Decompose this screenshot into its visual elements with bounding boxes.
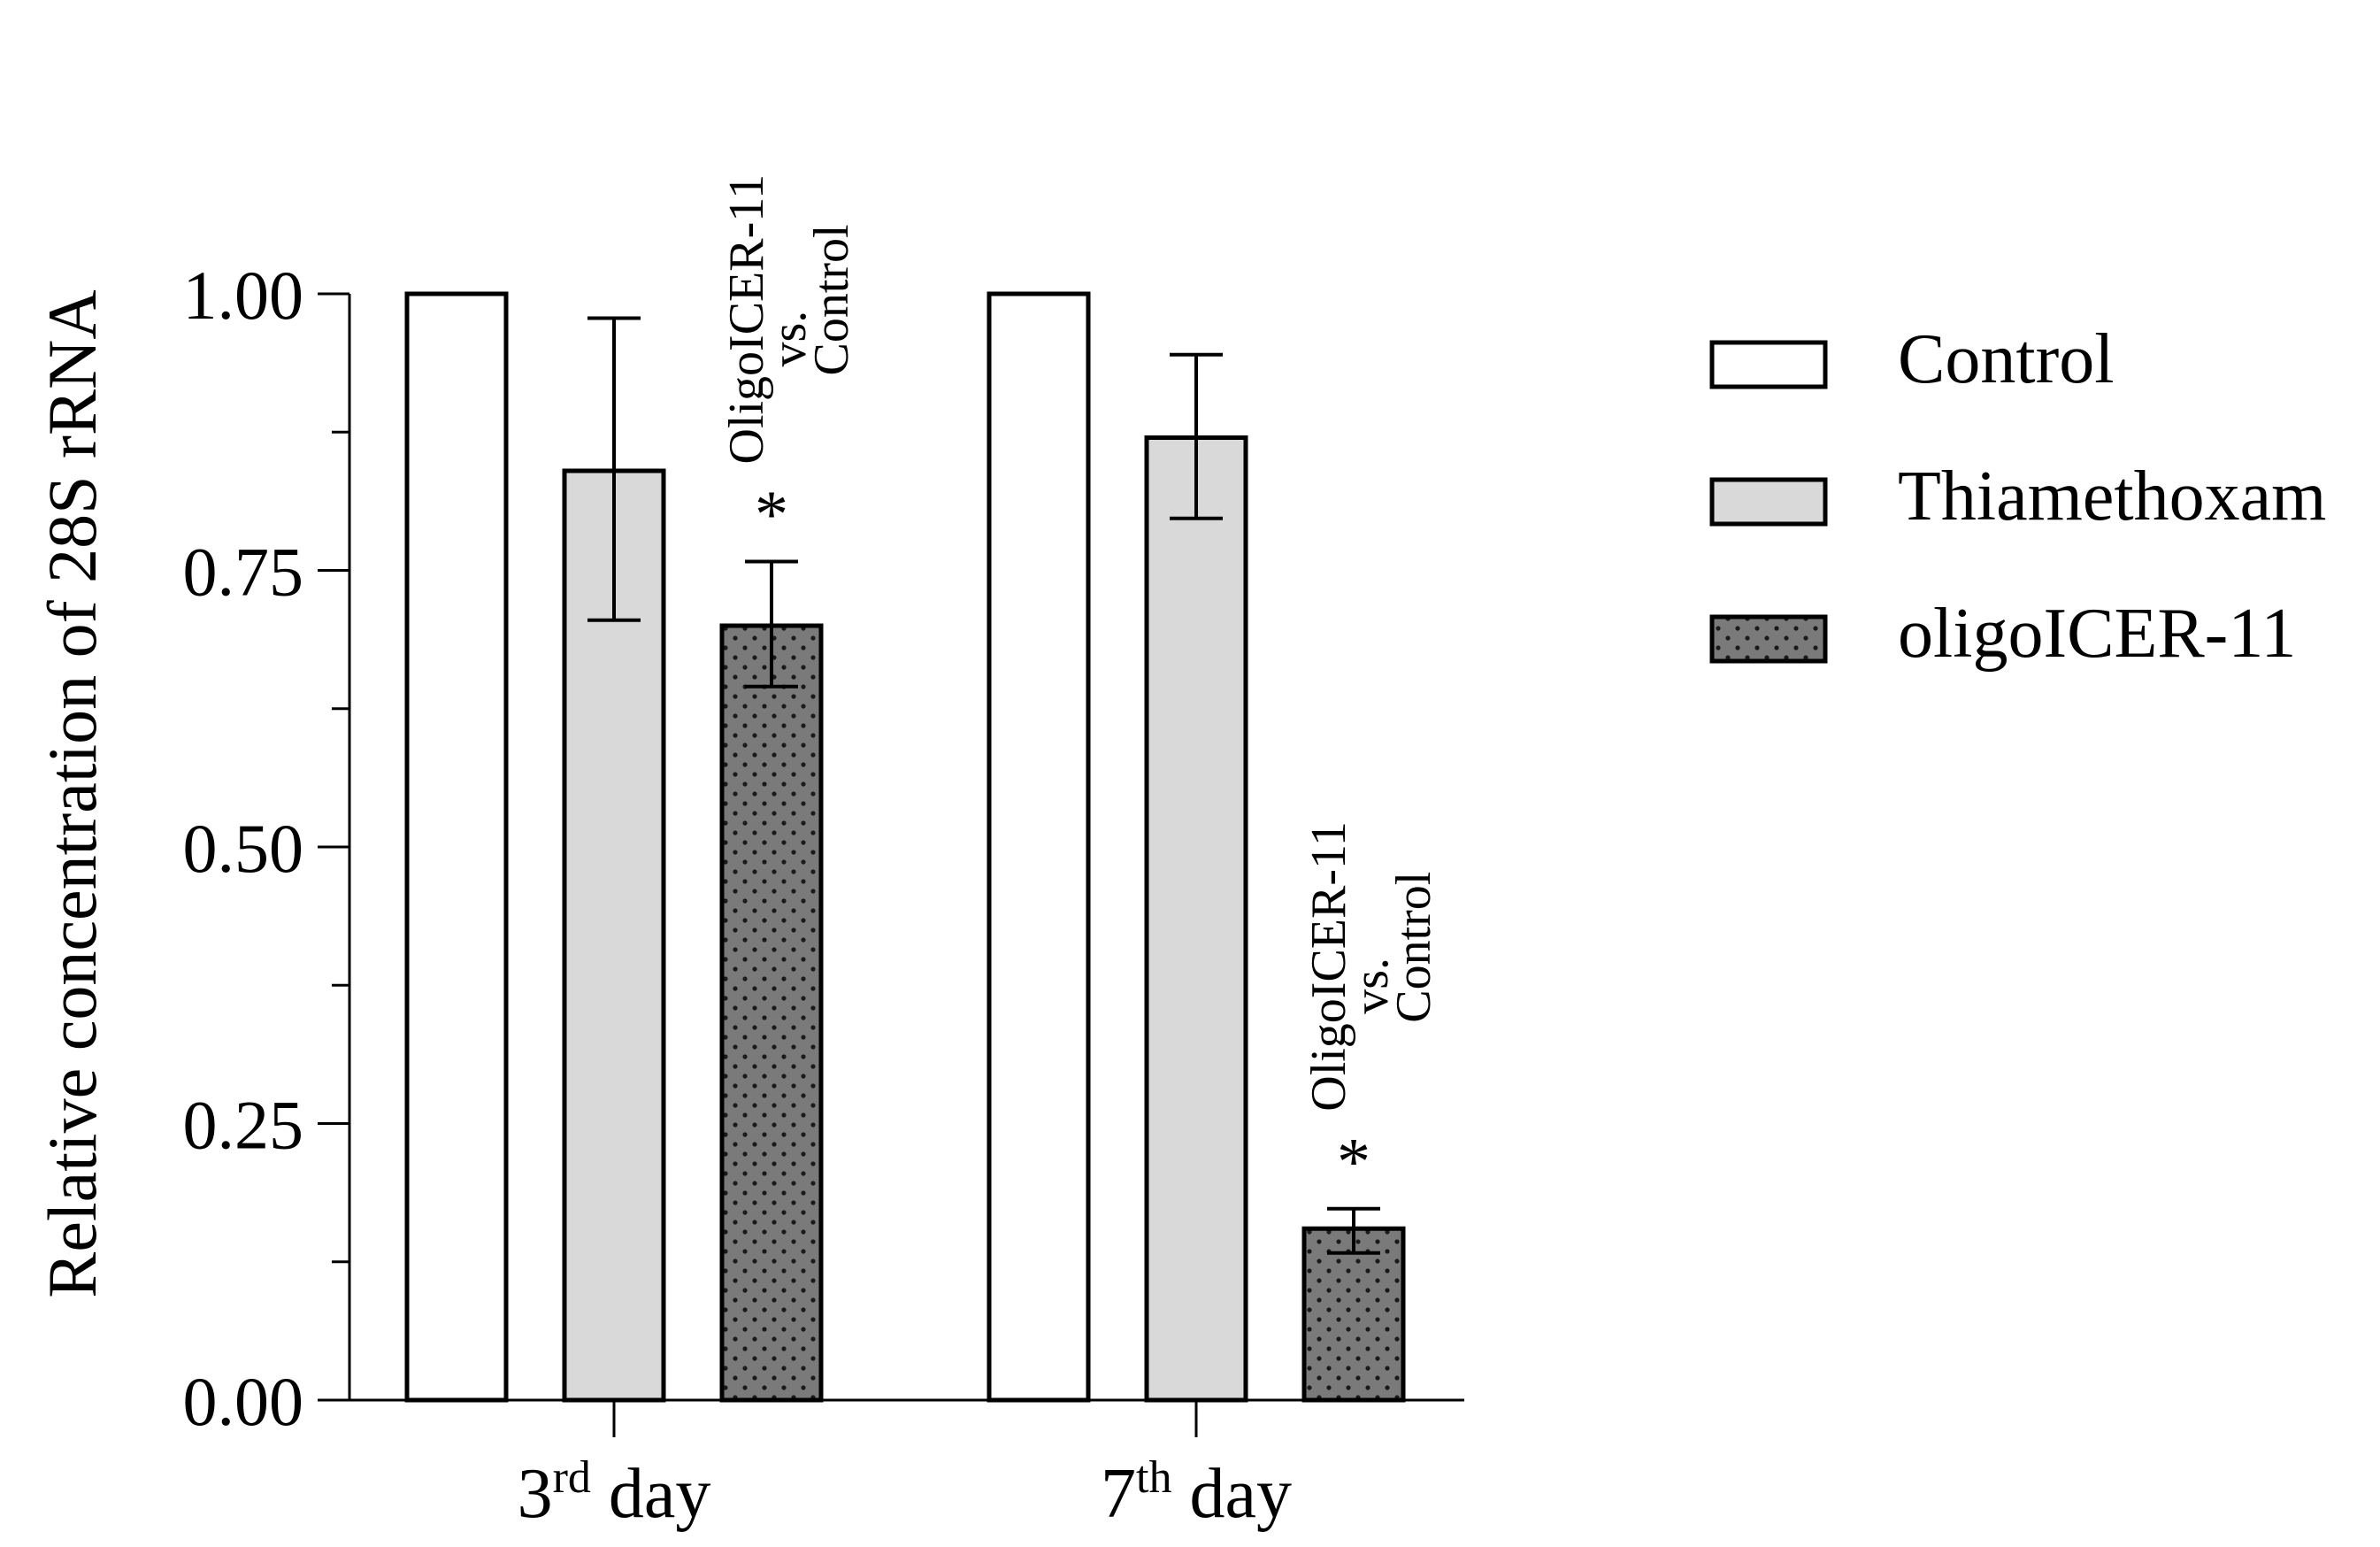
annotation-line: Control	[1386, 872, 1441, 1023]
y-tick-label: 0.00	[183, 1363, 304, 1440]
legend-swatch	[1709, 477, 1828, 527]
annotation-line: vs.	[1344, 958, 1399, 1014]
legend-label: Control	[1898, 320, 2114, 398]
y-tick-label: 0.50	[183, 810, 304, 887]
legend-swatch	[1709, 614, 1828, 664]
x-tick-label: 7th day	[1101, 1452, 1292, 1534]
significance-annotation: OligoICER-11vs.Control	[719, 174, 859, 465]
x-tick-label: 3rd day	[518, 1452, 711, 1534]
bar-thiamethoxam-cat0	[562, 468, 666, 1403]
annotation-line: OligoICER-11	[719, 174, 774, 465]
plot-area: 0.00 0.25 0.50 0.75 1.00 Relative concentrati…	[34, 174, 1464, 1533]
annotation-line: vs.	[762, 311, 817, 367]
legend-label: Thiamethoxam	[1898, 458, 2326, 535]
annotation-line: Control	[804, 224, 859, 375]
significance-star: *	[1337, 1125, 1370, 1199]
legend-label: oligoICER-11	[1898, 595, 2296, 673]
bar-oligoicer-11-cat0	[719, 623, 824, 1403]
bar-control-cat1	[987, 291, 1091, 1403]
bar-oligoicer-11-cat1	[1301, 1226, 1406, 1403]
y-tick-label: 0.75	[183, 534, 304, 611]
annotation-line: OligoICER-11	[1301, 821, 1356, 1112]
significance-star: *	[755, 478, 788, 552]
bar-thiamethoxam-cat1	[1144, 435, 1248, 1403]
y-tick-label: 1.00	[183, 257, 304, 334]
significance-annotation: OligoICER-11vs.Control	[1301, 821, 1441, 1112]
y-axis-title: Relative concentration of 28S rRNA	[34, 289, 111, 1297]
bar-control-cat0	[404, 291, 509, 1403]
legend: Control Thiamethoxam oligoICER-11	[1709, 320, 2326, 673]
legend-swatch	[1709, 340, 1828, 389]
y-tick-label: 0.25	[183, 1087, 304, 1164]
